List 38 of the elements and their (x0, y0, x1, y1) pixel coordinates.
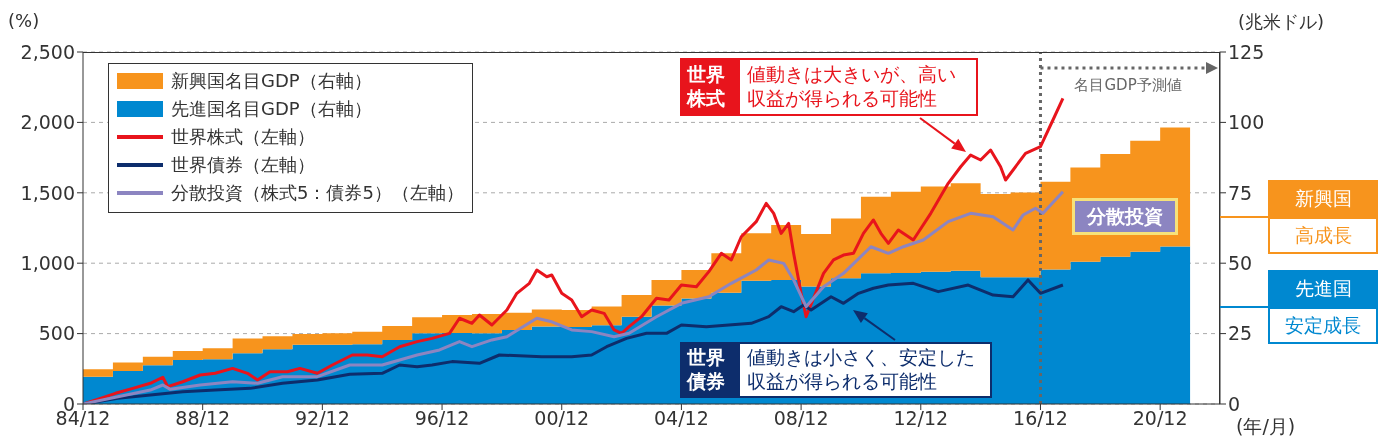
annotation: 世界債券 (680, 342, 738, 398)
text: 安定成長 (1268, 307, 1378, 344)
text: 高成長 (1268, 217, 1378, 254)
y2-tick-label: 50 (1228, 251, 1253, 274)
annotation: 値動きは大きいが、高い収益が得られる可能性 (738, 58, 978, 116)
text: 新興国 (1268, 180, 1378, 217)
text: 先進国 (1268, 270, 1378, 307)
y2-tick-label: 0 (1228, 392, 1241, 415)
y2-tick-label: 100 (1228, 111, 1265, 134)
x-tick-label: 96/12 (414, 407, 470, 430)
legend-label: 世界株式（左軸） (170, 125, 316, 149)
y-tick-label: 500 (38, 322, 75, 345)
legend-label: 新興国名目GDP（右軸） (170, 69, 373, 93)
ref-line-label: 名目GDP予測値 (1074, 76, 1182, 95)
y-tick-label: 1,000 (20, 251, 75, 274)
x-axis-title: (年/月) (1236, 414, 1296, 439)
annotation: 世界株式 (680, 58, 738, 116)
x-tick-label: 08/12 (773, 407, 829, 430)
y-axis-title: (%) (8, 10, 40, 31)
x-tick-label: 16/12 (1013, 407, 1068, 430)
legend-label: 分散投資（株式5：債券5）（左軸） (170, 181, 464, 205)
y2-tick-label: 125 (1228, 40, 1265, 63)
x-tick-label: 00/12 (534, 407, 590, 430)
y-tick-label: 2,000 (20, 111, 75, 134)
y2-axis-title: (兆米ドル) (1238, 10, 1325, 34)
y2-tick-label: 25 (1228, 322, 1253, 345)
y-tick-label: 1,500 (20, 181, 75, 204)
y2-tick-label: 75 (1228, 181, 1253, 204)
x-tick-label: 88/12 (175, 407, 231, 430)
y-tick-label: 2,500 (20, 40, 75, 63)
annotation: 分散投資 (1072, 198, 1178, 235)
x-tick-label: 04/12 (654, 407, 709, 430)
x-tick-label: 92/12 (294, 407, 350, 430)
legend-label: 先進国名目GDP（右軸） (170, 97, 373, 121)
x-tick-label: 20/12 (1132, 407, 1188, 430)
x-tick-label: 12/12 (893, 407, 949, 430)
annotation: 値動きは小さく、安定した収益が得られる可能性 (738, 342, 992, 398)
legend-label: 世界債券（左軸） (170, 153, 316, 177)
